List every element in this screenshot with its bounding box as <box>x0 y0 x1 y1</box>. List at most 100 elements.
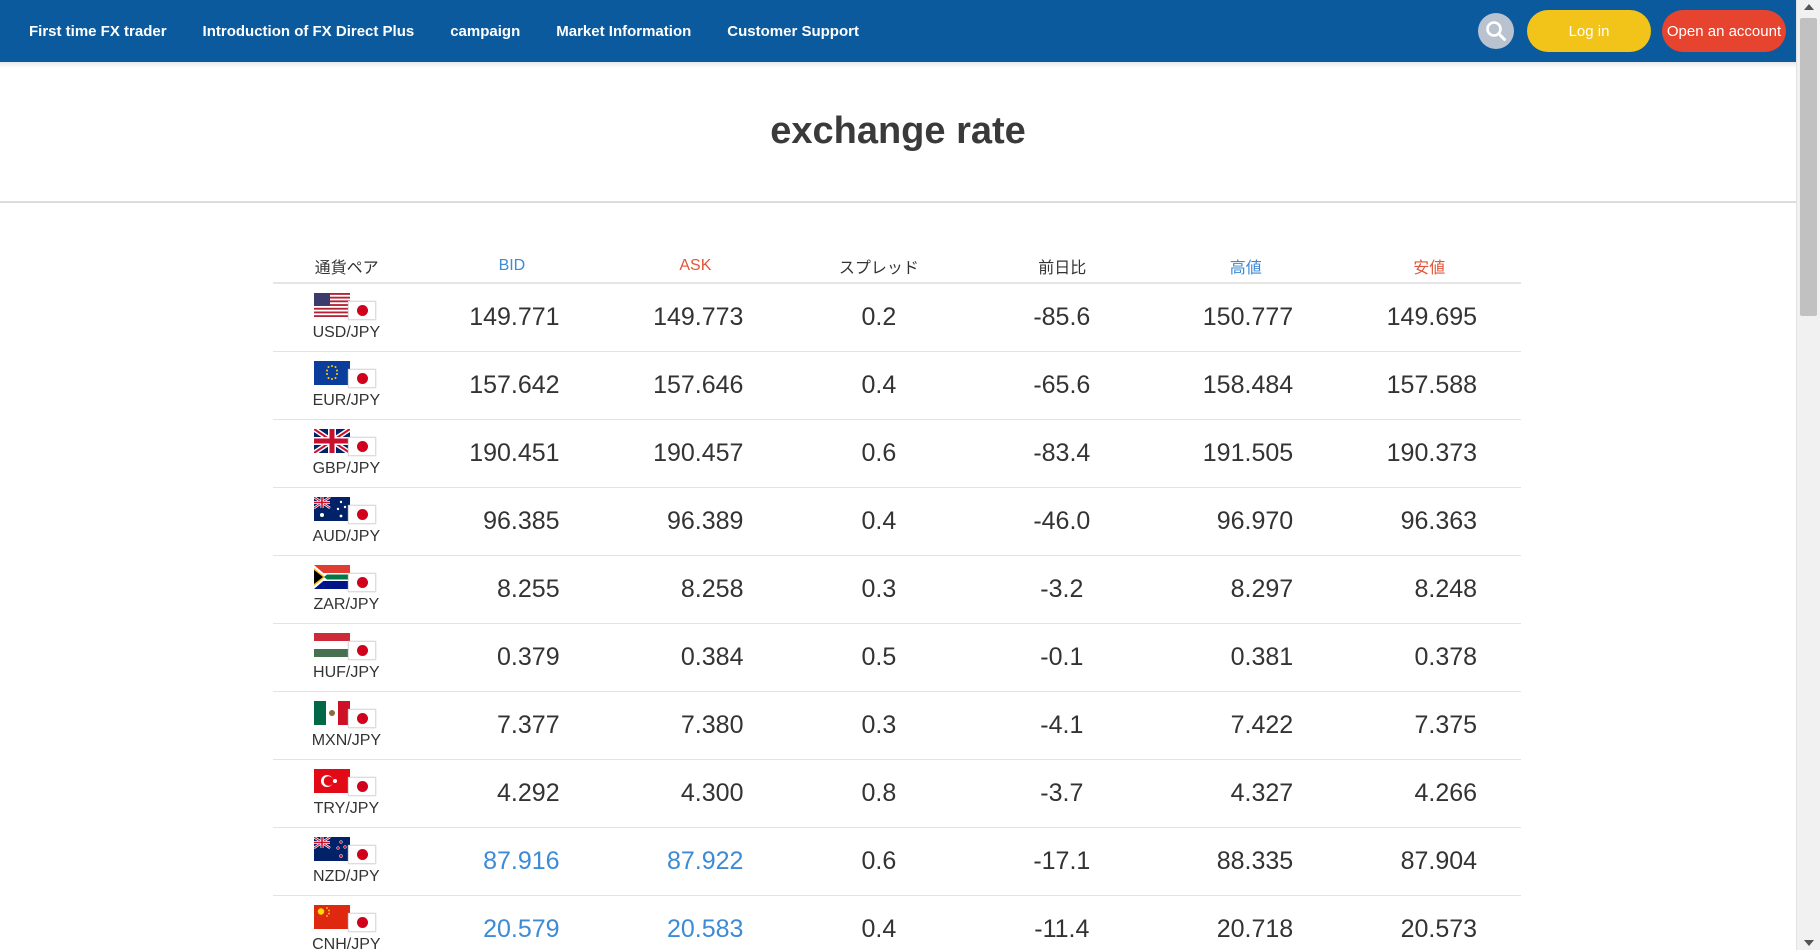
change-value: -3.7 <box>1040 779 1084 807</box>
pair-cell[interactable]: NZD/JPY <box>273 837 420 886</box>
change-value: -65.6 <box>1033 371 1091 399</box>
pair-cell[interactable]: EUR/JPY <box>273 361 420 410</box>
table-row: TRY/JPY 4.292 4.300 0.8 -3.7 4.327 4.266 <box>273 760 1521 828</box>
pair-label: USD/JPY <box>312 324 381 341</box>
header-shadow <box>0 62 1796 68</box>
spread-value: 0.6 <box>861 439 897 467</box>
pair-cell[interactable]: CNH/JPY <box>273 905 420 950</box>
nav-customer-support[interactable]: Customer Support <box>727 22 859 40</box>
jp-flag-icon <box>348 505 377 524</box>
low-value: 8.248 <box>1414 575 1478 603</box>
spread-value: 0.2 <box>861 303 897 331</box>
bid-value: 4.292 <box>497 779 560 807</box>
header-pair: 通貨ペア <box>314 260 379 277</box>
low-value: 149.695 <box>1386 303 1478 331</box>
table-row: HUF/JPY 0.379 0.384 0.5 -0.1 0.381 0.378 <box>273 624 1521 692</box>
low-value: 96.363 <box>1400 507 1478 535</box>
pair-label: GBP/JPY <box>312 460 381 477</box>
search-icon <box>1486 21 1506 41</box>
pair-flags <box>314 497 378 527</box>
spread-value: 0.3 <box>861 575 897 603</box>
bid-value: 8.255 <box>497 575 560 603</box>
change-value: -83.4 <box>1033 439 1091 467</box>
top-navigation-bar: First time FX trader Introduction of FX … <box>0 0 1796 62</box>
high-value: 20.718 <box>1216 915 1294 943</box>
bid-value: 7.377 <box>497 711 560 739</box>
nav-introduction-fx-direct-plus[interactable]: Introduction of FX Direct Plus <box>202 22 415 40</box>
pair-flags <box>314 769 378 799</box>
scrollbar-thumb[interactable] <box>1800 18 1817 316</box>
low-value: 7.375 <box>1414 711 1478 739</box>
vertical-scrollbar[interactable] <box>1796 0 1820 950</box>
jp-flag-icon <box>348 777 377 796</box>
change-value: -17.1 <box>1033 847 1091 875</box>
pair-cell[interactable]: TRY/JPY <box>273 769 420 818</box>
pair-label: CNH/JPY <box>312 936 381 950</box>
jp-flag-icon <box>348 913 377 932</box>
pair-label: HUF/JPY <box>313 664 380 681</box>
jp-flag-icon <box>348 709 377 728</box>
login-button[interactable]: Log in <box>1527 10 1651 52</box>
high-value: 7.422 <box>1230 711 1294 739</box>
jp-flag-icon <box>348 369 377 388</box>
table-row: CNH/JPY 20.579 20.583 0.4 -11.4 20.718 20.573 <box>273 896 1521 950</box>
pair-cell[interactable]: GBP/JPY <box>273 429 420 478</box>
ask-value: 20.583 <box>667 915 744 943</box>
jp-flag-icon <box>348 641 377 660</box>
pair-label: NZD/JPY <box>313 868 380 885</box>
scroll-down-arrow-icon[interactable] <box>1804 940 1814 946</box>
header-ask: ASK <box>679 257 712 274</box>
pair-cell[interactable]: MXN/JPY <box>273 701 420 750</box>
table-row: GBP/JPY 190.451 190.457 0.6 -83.4 191.505 190.… <box>273 420 1521 488</box>
low-value: 87.904 <box>1400 847 1478 875</box>
search-button[interactable] <box>1478 13 1514 49</box>
eu-flag-icon <box>314 361 351 385</box>
header-change: 前日比 <box>1038 260 1087 277</box>
low-value: 20.573 <box>1400 915 1478 943</box>
open-account-button[interactable]: Open an account <box>1662 10 1786 52</box>
jp-flag-icon <box>348 845 377 864</box>
header-spread: スプレッド <box>838 260 919 277</box>
scroll-up-arrow-icon[interactable] <box>1804 4 1814 10</box>
high-value: 88.335 <box>1216 847 1294 875</box>
nz-flag-icon <box>314 837 351 861</box>
table-body: USD/JPY 149.771 149.773 0.2 -85.6 150.777 149.… <box>273 284 1521 950</box>
nav-campaign[interactable]: campaign <box>450 22 521 40</box>
change-value: -85.6 <box>1033 303 1091 331</box>
table-row: MXN/JPY 7.377 7.380 0.3 -4.1 7.422 7.375 <box>273 692 1521 760</box>
table-row: ZAR/JPY 8.255 8.258 0.3 -3.2 8.297 8.248 <box>273 556 1521 624</box>
high-value: 8.297 <box>1230 575 1294 603</box>
pair-cell[interactable]: ZAR/JPY <box>273 565 420 614</box>
header-bid: BID <box>498 257 526 274</box>
pair-cell[interactable]: USD/JPY <box>273 293 420 342</box>
header-low: 安値 <box>1413 260 1446 277</box>
bid-value: 96.385 <box>483 507 560 535</box>
au-flag-icon <box>314 497 351 521</box>
us-flag-icon <box>314 293 351 317</box>
spread-value: 0.4 <box>861 915 897 943</box>
ask-value: 87.922 <box>667 847 744 875</box>
nav-first-time-fx-trader[interactable]: First time FX trader <box>29 22 167 40</box>
hu-flag-icon <box>314 633 351 657</box>
high-value: 158.484 <box>1202 371 1294 399</box>
bid-value: 20.579 <box>483 915 560 943</box>
table-row: AUD/JPY 96.385 96.389 0.4 -46.0 96.970 96.363 <box>273 488 1521 556</box>
nav-market-information[interactable]: Market Information <box>556 22 692 40</box>
pair-cell[interactable]: HUF/JPY <box>273 633 420 682</box>
low-value: 157.588 <box>1386 371 1478 399</box>
jp-flag-icon <box>348 573 377 592</box>
high-value: 4.327 <box>1230 779 1294 807</box>
table-row: NZD/JPY 87.916 87.922 0.6 -17.1 88.335 87.904 <box>273 828 1521 896</box>
bid-value: 87.916 <box>483 847 560 875</box>
pair-cell[interactable]: AUD/JPY <box>273 497 420 546</box>
table-header-row: 通貨ペア BID ASK スプレッド 前日比 高値 安値 <box>273 250 1521 284</box>
pair-flags <box>314 633 378 663</box>
spread-value: 0.4 <box>861 371 897 399</box>
tr-flag-icon <box>314 769 351 793</box>
gb-flag-icon <box>314 429 351 453</box>
header-high: 高値 <box>1229 260 1262 277</box>
spread-value: 0.6 <box>861 847 897 875</box>
table-row: USD/JPY 149.771 149.773 0.2 -85.6 150.777 149.… <box>273 284 1521 352</box>
bid-value: 157.642 <box>469 371 560 399</box>
